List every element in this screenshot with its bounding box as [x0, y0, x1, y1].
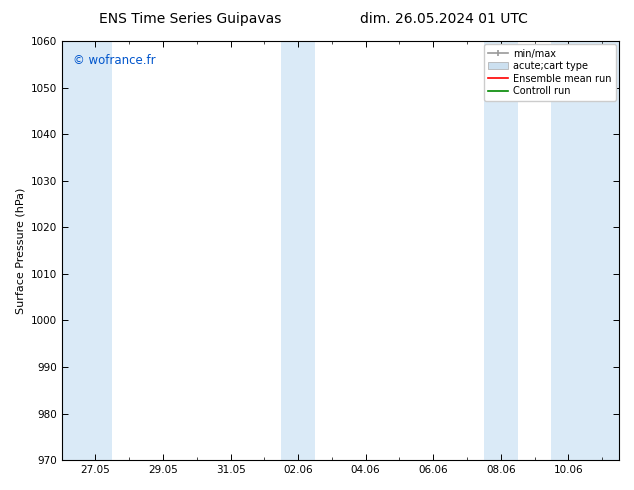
Legend: min/max, acute;cart type, Ensemble mean run, Controll run: min/max, acute;cart type, Ensemble mean … — [484, 44, 616, 101]
Text: dim. 26.05.2024 01 UTC: dim. 26.05.2024 01 UTC — [360, 12, 527, 26]
Bar — [61, 41, 112, 460]
Bar — [552, 41, 619, 460]
Y-axis label: Surface Pressure (hPa): Surface Pressure (hPa) — [15, 187, 25, 314]
Text: ENS Time Series Guipavas: ENS Time Series Guipavas — [99, 12, 281, 26]
Bar — [484, 41, 518, 460]
Text: © wofrance.fr: © wofrance.fr — [73, 53, 155, 67]
Bar — [281, 41, 315, 460]
